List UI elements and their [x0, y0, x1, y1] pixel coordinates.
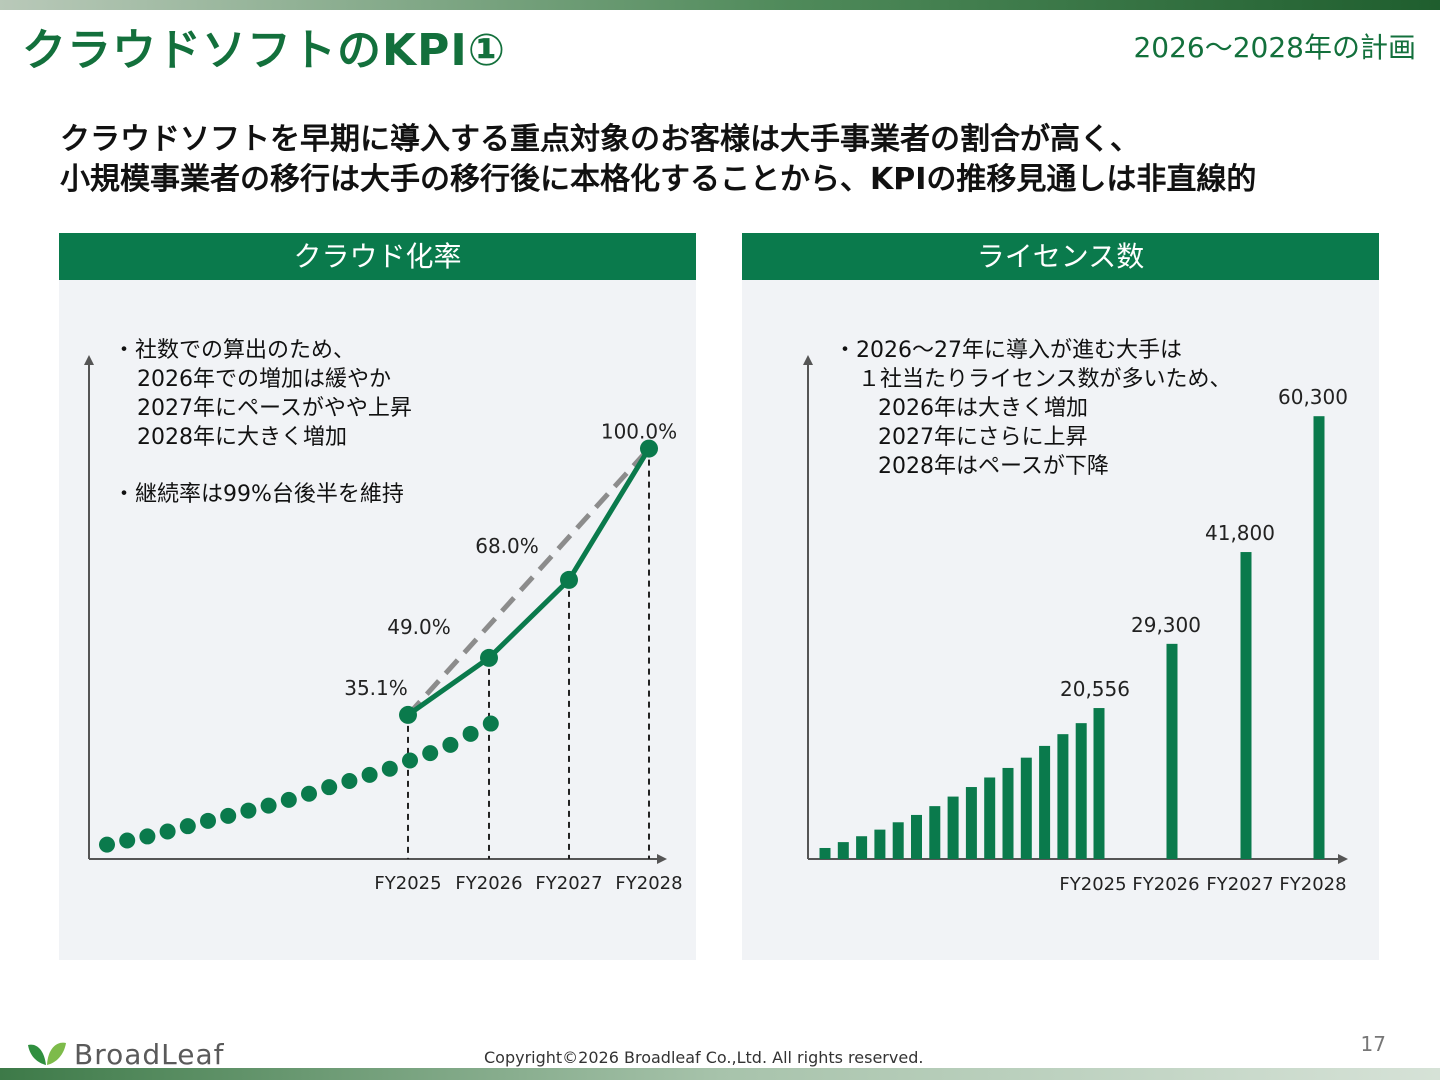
bar [1313, 416, 1325, 859]
history-bar [1002, 767, 1014, 859]
lead-line-1: クラウドソフトを早期に導入する重点対象のお客様は大手事業者の割合が高く、 [60, 122, 1140, 157]
broadleaf-logo: BroadLeaf [26, 1036, 225, 1072]
x-axis-arrow [657, 854, 667, 864]
history-point [200, 812, 216, 829]
x-tick-label: FY2027 [535, 873, 602, 894]
data-point [480, 648, 498, 667]
data-label: 100.0% [601, 420, 677, 444]
history-point [99, 836, 115, 853]
history-bar [965, 787, 977, 859]
note-line: 2026年での増加は緩やか [137, 367, 391, 392]
data-point [640, 439, 658, 458]
note-title: ・社数での算出のため、 [113, 338, 356, 363]
history-point [422, 745, 439, 762]
history-point [220, 807, 237, 824]
y-axis-arrow [84, 355, 94, 365]
history-point [280, 791, 297, 808]
history-point [361, 766, 378, 783]
logo-text: BroadLeaf [74, 1037, 225, 1071]
data-label: 49.0% [387, 615, 451, 639]
bar [1093, 708, 1105, 859]
note-line: 2027年にペースがやや上昇 [137, 396, 412, 421]
lead-text: クラウドソフトを早期に導入する重点対象のお客様は大手事業者の割合が高く、 小規模… [60, 120, 1380, 200]
history-point [179, 818, 196, 835]
license-header: ライセンス数 [742, 233, 1379, 280]
history-point [260, 797, 277, 814]
history-point [240, 802, 257, 819]
note-line: 2026年は大きく増加 [878, 396, 1088, 421]
note-line: 2028年はペースが下降 [878, 454, 1109, 479]
x-tick-label: FY2027 [1206, 874, 1273, 895]
cloud-rate-header: クラウド化率 [59, 233, 696, 280]
data-point [560, 570, 578, 589]
x-tick-label: FY2025 [374, 873, 441, 894]
page-title: クラウドソフトのKPI① [22, 25, 506, 76]
x-axis-arrow [1338, 854, 1348, 864]
x-tick-label: FY2026 [455, 873, 522, 894]
license-panel: ライセンス数 20,556 29,300 41,800 60,300 FY2025 FY2… [742, 233, 1379, 960]
x-tick-label: FY2028 [615, 873, 682, 894]
x-tick-label: FY2028 [1279, 874, 1346, 895]
period-label: 2026～2028年の計画 [1133, 31, 1416, 64]
license-notes: ・2026～27年に導入が進む大手は １社当たりライセンス数が多いため、 202… [834, 336, 1232, 481]
history-point [381, 760, 398, 777]
bottom-accent-bar [0, 1068, 1440, 1080]
history-bar [1039, 745, 1051, 859]
note-line: ・2026～27年に導入が進む大手は [834, 338, 1182, 363]
data-label: 60,300 [1278, 385, 1348, 409]
data-label: 35.1% [344, 676, 408, 700]
cloud-rate-panel: クラウド化率 35.1% 49.0% 68.0% 100.0% FY2025 FY2026… [59, 233, 696, 960]
history-bar [856, 836, 868, 859]
data-label: 68.0% [475, 534, 539, 558]
x-tick-label: FY2026 [1132, 874, 1199, 895]
history-bar [1075, 723, 1087, 859]
history-point [482, 715, 499, 732]
note-line: １社当たりライセンス数が多いため、 [858, 367, 1232, 392]
history-bar [837, 842, 849, 859]
history-bar [819, 847, 831, 859]
history-bar [1057, 734, 1069, 859]
history-point [301, 785, 317, 802]
data-label: 29,300 [1131, 613, 1201, 637]
leaf-icon [28, 1042, 66, 1065]
history-point [321, 779, 338, 796]
series-line [406, 447, 652, 717]
data-label: 20,556 [1060, 677, 1130, 701]
y-axis-arrow [803, 355, 813, 365]
history-bar [892, 822, 904, 859]
history-bar [911, 814, 922, 859]
cloud-rate-chart: 35.1% 49.0% 68.0% 100.0% FY2025 FY2026 FY2027 F… [84, 355, 683, 894]
note-line: 2027年にさらに上昇 [878, 425, 1088, 450]
reference-line [406, 446, 651, 717]
copyright: Copyright©2026 Broadleaf Co.,Ltd. All ri… [484, 1048, 924, 1067]
lead-line-2: 小規模事業者の移行は大手の移行後に本格化することから、KPIの推移見通しは非直線… [60, 162, 1257, 197]
page-number: 17 [1360, 1032, 1386, 1056]
history-bar [929, 806, 941, 859]
data-label: 41,800 [1205, 521, 1275, 545]
retention-note: ・継続率は99%台後半を維持 [113, 482, 404, 507]
history-point [159, 823, 176, 840]
note-line: 2028年に大きく増加 [137, 425, 347, 450]
history-bar [1020, 757, 1032, 859]
history-point [139, 828, 156, 845]
history-point [341, 773, 358, 790]
license-chart: 20,556 29,300 41,800 60,300 FY2025 FY2026 FY20… [803, 355, 1348, 895]
history-bar [984, 777, 996, 859]
bar [1166, 643, 1178, 859]
history-point [462, 725, 479, 742]
history-point [402, 752, 418, 769]
history-bar [947, 796, 959, 859]
top-accent-bar [0, 0, 1440, 10]
history-bar [874, 829, 886, 859]
bar [1240, 552, 1252, 859]
data-point [399, 705, 417, 724]
history-point [442, 736, 459, 753]
history-point [119, 832, 136, 849]
cloud-rate-notes: ・社数での算出のため、 2026年での増加は緩やか 2027年にペースがやや上昇… [113, 336, 412, 452]
x-tick-label: FY2025 [1059, 874, 1126, 895]
